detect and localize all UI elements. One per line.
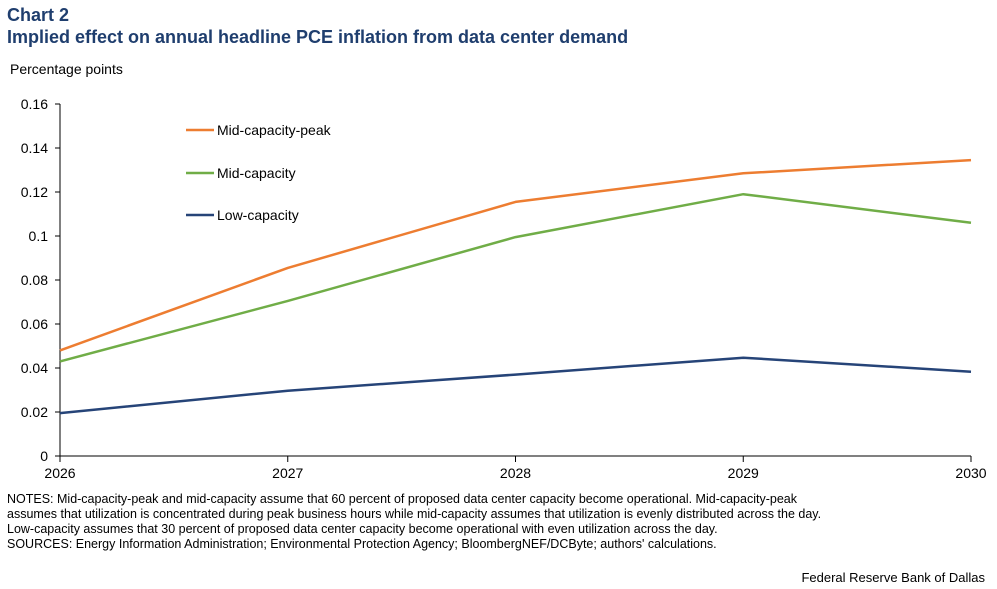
sources-line: SOURCES: Energy Information Administrati… bbox=[7, 537, 717, 551]
y-tick-label: 0.14 bbox=[21, 140, 48, 156]
legend-label: Mid-capacity bbox=[217, 165, 296, 181]
line-chart: 00.020.040.060.080.10.120.140.16 2026 202… bbox=[21, 96, 987, 481]
series-lines bbox=[59, 158, 972, 415]
notes-line-3: Low-capacity assumes that 30 percent of … bbox=[7, 522, 718, 536]
legend-label: Mid-capacity-peak bbox=[217, 122, 332, 138]
y-axis-ticks: 0 0.02 0.04 0.06 0.08 0.1 0.12 0.14 0.16 bbox=[21, 96, 60, 464]
x-tick-label: 2027 bbox=[272, 465, 303, 481]
chart-axes bbox=[59, 104, 971, 457]
notes-line-1: NOTES: Mid-capacity-peak and mid-capacit… bbox=[7, 492, 797, 506]
y-tick-label: 0.1 bbox=[29, 228, 49, 244]
x-tick-label: 2030 bbox=[955, 465, 986, 481]
x-tick-label: 2029 bbox=[728, 465, 759, 481]
y-tick-label: 0.02 bbox=[21, 404, 48, 420]
chart-title: Implied effect on annual headline PCE in… bbox=[7, 27, 629, 47]
y-tick-label: 0.12 bbox=[21, 184, 48, 200]
notes: NOTES: Mid-capacity-peak and mid-capacit… bbox=[7, 492, 992, 552]
series-line-mid-capacity-peak bbox=[59, 158, 972, 352]
x-axis-ticks: 2026 2027 2028 2029 2030 bbox=[44, 456, 987, 481]
credit: Federal Reserve Bank of Dallas bbox=[801, 570, 985, 585]
y-tick-label: 0.08 bbox=[21, 272, 48, 288]
y-axis-label: Percentage points bbox=[10, 61, 123, 77]
legend: Mid-capacity-peak Mid-capacity Low-capacit… bbox=[186, 122, 332, 223]
y-tick-label: 0.04 bbox=[21, 360, 48, 376]
legend-label: Low-capacity bbox=[217, 207, 299, 223]
series-line-low-capacity bbox=[59, 356, 972, 415]
notes-line-2: assumes that utilization is concentrated… bbox=[7, 507, 822, 521]
x-tick-label: 2028 bbox=[500, 465, 531, 481]
chart-number: Chart 2 bbox=[7, 5, 70, 25]
y-tick-label: 0.06 bbox=[21, 316, 48, 332]
y-tick-label: 0.16 bbox=[21, 96, 48, 112]
title-block: Chart 2 Implied effect on annual headlin… bbox=[7, 4, 628, 48]
x-tick-label: 2026 bbox=[44, 465, 75, 481]
y-tick-label: 0 bbox=[40, 448, 48, 464]
series-line-mid-capacity bbox=[59, 192, 972, 363]
